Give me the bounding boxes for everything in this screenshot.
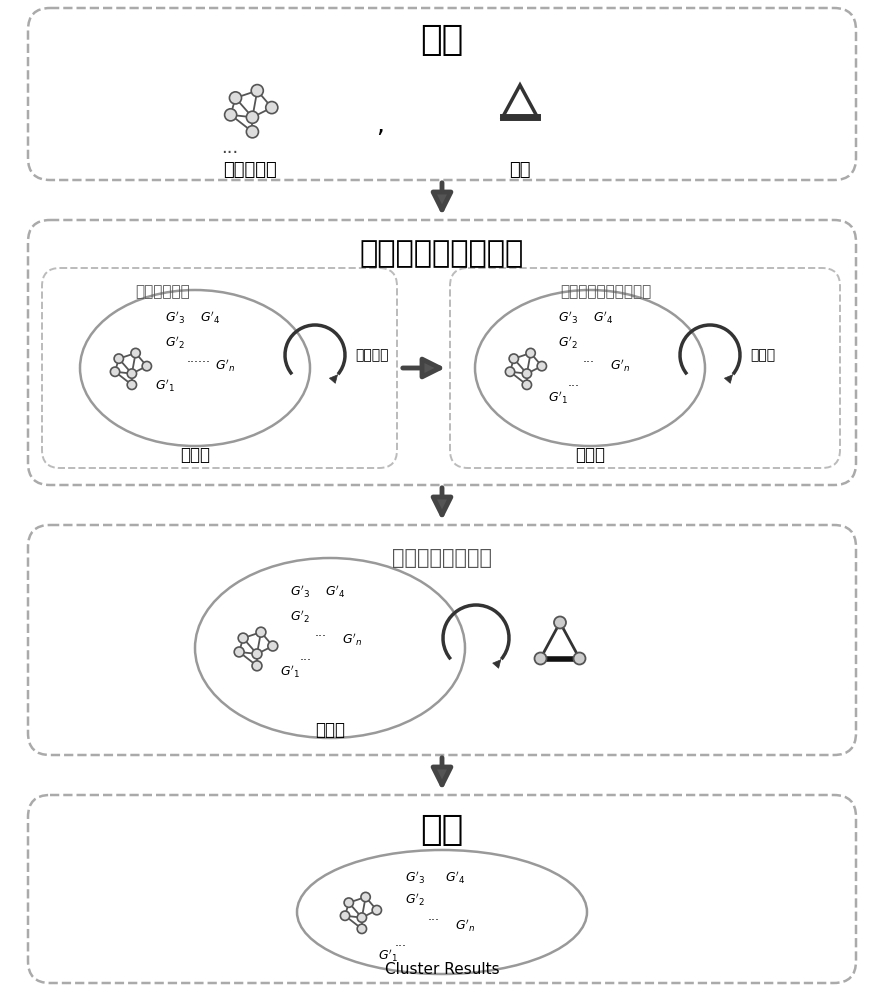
Ellipse shape <box>195 558 465 738</box>
Text: $G'_3$: $G'_3$ <box>405 870 425 886</box>
Circle shape <box>509 354 518 363</box>
Circle shape <box>251 85 263 97</box>
Circle shape <box>506 367 514 376</box>
Text: ...: ... <box>428 910 440 922</box>
Text: 子图集: 子图集 <box>315 721 345 739</box>
Text: 基于图元聚类过程: 基于图元聚类过程 <box>392 548 492 568</box>
Circle shape <box>230 92 241 104</box>
Text: 子图集: 子图集 <box>180 446 210 464</box>
Text: 基于模块度的修正过程: 基于模块度的修正过程 <box>560 284 652 300</box>
Circle shape <box>574 652 585 664</box>
Text: $G'_2$: $G'_2$ <box>405 892 425 908</box>
Circle shape <box>522 369 531 378</box>
Text: $G'_4$: $G'_4$ <box>200 310 220 326</box>
Text: ,: , <box>376 113 384 137</box>
Ellipse shape <box>80 290 310 446</box>
Ellipse shape <box>297 850 587 974</box>
Circle shape <box>252 649 262 659</box>
Text: $G'_n$: $G'_n$ <box>215 358 235 374</box>
Circle shape <box>522 380 531 390</box>
Text: $G'_4$: $G'_4$ <box>593 310 613 326</box>
Circle shape <box>247 111 258 123</box>
Text: 子图集: 子图集 <box>575 446 605 464</box>
FancyBboxPatch shape <box>28 525 856 755</box>
FancyBboxPatch shape <box>42 268 397 468</box>
Circle shape <box>238 633 248 643</box>
Circle shape <box>234 647 244 657</box>
Text: ...: ... <box>395 936 407 948</box>
Text: ...: ... <box>315 626 327 639</box>
Text: 初始切割过程: 初始切割过程 <box>135 284 190 300</box>
Circle shape <box>268 641 278 651</box>
Circle shape <box>131 348 141 358</box>
Text: $G'_n$: $G'_n$ <box>342 632 362 648</box>
FancyBboxPatch shape <box>28 8 856 180</box>
Circle shape <box>357 913 367 922</box>
Circle shape <box>357 924 367 934</box>
Text: ......: ...... <box>187 352 211 364</box>
Text: 图元: 图元 <box>509 161 530 179</box>
Text: 输出: 输出 <box>421 813 463 847</box>
Text: 初始切割和修正过程: 初始切割和修正过程 <box>360 239 524 268</box>
Circle shape <box>361 892 370 902</box>
Circle shape <box>256 627 266 637</box>
Text: $G'_4$: $G'_4$ <box>325 584 346 600</box>
Circle shape <box>127 380 136 390</box>
Text: $G'_2$: $G'_2$ <box>558 335 578 351</box>
Text: $G'_2$: $G'_2$ <box>165 335 185 351</box>
Text: ...: ... <box>568 376 580 389</box>
Text: Cluster Results: Cluster Results <box>385 962 499 978</box>
Circle shape <box>247 126 258 138</box>
Text: $G'_3$: $G'_3$ <box>165 310 186 326</box>
FancyBboxPatch shape <box>28 795 856 983</box>
Text: $G'_3$: $G'_3$ <box>290 584 310 600</box>
Ellipse shape <box>475 290 705 446</box>
Text: 模块度: 模块度 <box>750 348 775 362</box>
Text: $G'_3$: $G'_3$ <box>558 310 578 326</box>
Text: 输入: 输入 <box>421 23 463 57</box>
Text: $G'_1$: $G'_1$ <box>155 378 175 394</box>
Circle shape <box>142 361 151 371</box>
Circle shape <box>535 652 546 664</box>
Circle shape <box>114 354 124 363</box>
Circle shape <box>252 661 262 671</box>
Text: $G'_n$: $G'_n$ <box>610 358 630 374</box>
Text: ...: ... <box>300 650 312 664</box>
Text: ...: ... <box>221 139 239 157</box>
Text: 切割条件: 切割条件 <box>355 348 388 362</box>
Text: $G'_1$: $G'_1$ <box>378 948 398 964</box>
Text: $G'_n$: $G'_n$ <box>455 918 476 934</box>
Circle shape <box>127 369 136 378</box>
Text: 大规模网络: 大规模网络 <box>223 161 277 179</box>
Circle shape <box>344 898 354 907</box>
Text: $G'_1$: $G'_1$ <box>548 390 568 406</box>
Circle shape <box>554 616 566 629</box>
Text: ...: ... <box>583 352 595 364</box>
Circle shape <box>110 367 119 376</box>
Circle shape <box>526 348 536 358</box>
FancyBboxPatch shape <box>28 220 856 485</box>
FancyBboxPatch shape <box>450 268 840 468</box>
Circle shape <box>372 905 382 915</box>
Circle shape <box>225 109 237 121</box>
Circle shape <box>537 361 546 371</box>
Circle shape <box>340 911 350 920</box>
Text: $G'_1$: $G'_1$ <box>280 664 301 680</box>
Text: $G'_2$: $G'_2$ <box>290 609 310 625</box>
Text: $G'_4$: $G'_4$ <box>445 870 465 886</box>
Circle shape <box>266 102 278 114</box>
